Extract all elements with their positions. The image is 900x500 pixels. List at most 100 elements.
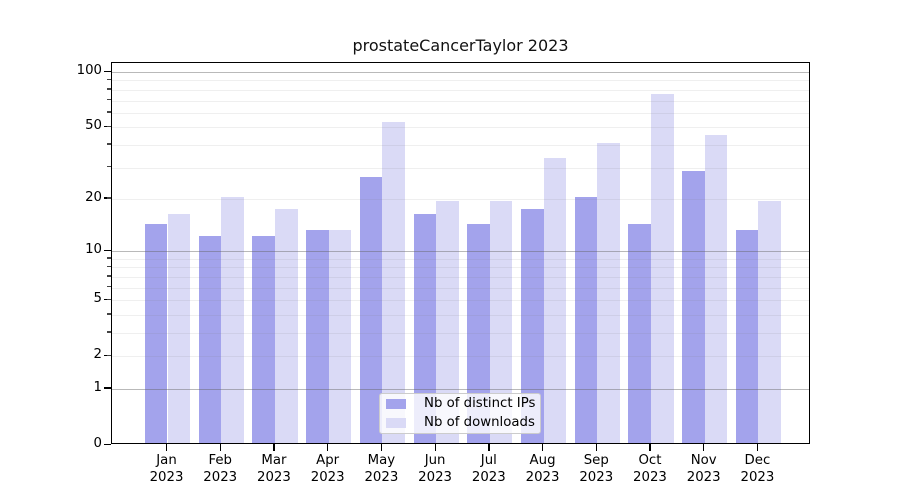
x-axis-tick — [595, 444, 597, 451]
bar-downloads-nov — [704, 135, 728, 443]
bar-downloads-feb — [221, 197, 244, 443]
bar-downloads-jul — [489, 200, 513, 443]
x-axis-tick — [327, 444, 329, 451]
gridline-minor — [112, 198, 809, 200]
x-tick-label-sep: Sep 2023 — [579, 453, 614, 485]
y-axis-tick — [104, 249, 111, 251]
y-axis-minor-tick — [107, 111, 111, 113]
x-axis-tick — [756, 444, 759, 451]
legend: Nb of distinct IPs Nb of downloads — [379, 393, 541, 434]
legend-item-downloads: Nb of downloads — [386, 415, 535, 431]
gridline-major — [112, 251, 809, 253]
bar-distinct-ips-dec — [735, 229, 759, 443]
y-axis-minor-tick — [107, 125, 111, 127]
x-axis-tick — [380, 444, 383, 451]
gridline-minor — [112, 300, 809, 302]
bar-downloads-apr — [328, 229, 352, 443]
gridline-minor — [112, 112, 809, 114]
bar-distinct-ips-may — [359, 176, 383, 443]
gridline-minor — [112, 267, 809, 269]
gridline-minor — [112, 356, 809, 358]
legend-swatch-distinct-ips-icon — [386, 399, 406, 409]
gridline-minor — [112, 287, 809, 289]
y-tick-label: 2 — [93, 347, 102, 363]
bar-distinct-ips-sep — [574, 197, 598, 443]
y-axis-minor-tick — [107, 331, 111, 333]
gridline-minor — [112, 89, 809, 91]
y-axis-minor-tick — [107, 275, 111, 277]
y-axis-tick — [104, 443, 111, 445]
x-axis-tick — [434, 444, 436, 451]
bar-downloads-jan — [167, 214, 191, 443]
y-axis-minor-tick — [107, 197, 111, 199]
bar-downloads-sep — [597, 142, 620, 443]
y-tick-label: 10 — [85, 242, 102, 258]
x-axis-tick — [273, 444, 275, 451]
bar-distinct-ips-oct — [628, 224, 651, 443]
gridline-minor — [112, 258, 809, 260]
bar-distinct-ips-feb — [198, 235, 222, 443]
bar-distinct-ips-jun — [413, 214, 437, 443]
x-axis-tick — [703, 444, 705, 451]
chart-title: prostateCancerTaylor 2023 — [352, 36, 569, 55]
y-axis-minor-tick — [107, 265, 111, 268]
y-tick-label: 5 — [93, 291, 102, 307]
plot-area — [111, 62, 810, 444]
y-axis-minor-tick — [107, 166, 111, 168]
x-tick-label-jul: Jul 2023 — [471, 453, 506, 485]
y-axis-minor-tick — [107, 354, 111, 356]
gridline-minor — [112, 127, 809, 129]
x-tick-label-aug: Aug 2023 — [525, 453, 560, 485]
x-tick-label-apr: Apr 2023 — [310, 453, 345, 485]
y-axis-minor-tick — [107, 143, 111, 145]
gridline-major — [112, 72, 809, 74]
y-axis-minor-tick — [107, 286, 111, 288]
x-axis-tick — [488, 444, 490, 451]
bar-distinct-ips-apr — [306, 229, 329, 443]
gridline-minor — [112, 332, 809, 334]
bar-downloads-aug — [543, 158, 567, 443]
gridline-minor — [112, 80, 809, 82]
x-tick-label-jan: Jan 2023 — [149, 453, 184, 485]
gridline-minor — [112, 314, 809, 316]
gridline-minor — [112, 144, 809, 146]
y-tick-label: 1 — [93, 379, 102, 395]
legend-label-distinct-ips: Nb of distinct IPs — [424, 396, 536, 411]
bar-distinct-ips-mar — [252, 235, 275, 443]
y-axis-minor-tick — [107, 78, 111, 81]
bar-downloads-jun — [436, 200, 459, 443]
y-tick-label: 50 — [85, 118, 102, 134]
y-axis-minor-tick — [107, 313, 111, 315]
x-tick-label-oct: Oct 2023 — [633, 453, 667, 485]
bar-downloads-may — [382, 122, 405, 443]
bar-downloads-mar — [274, 209, 298, 443]
x-axis-tick — [542, 444, 544, 451]
bar-distinct-ips-nov — [682, 170, 705, 443]
y-axis-minor-tick — [107, 298, 111, 300]
y-tick-label: 20 — [85, 189, 102, 205]
y-axis-tick — [104, 387, 111, 389]
gridline-major — [112, 388, 809, 390]
y-axis-minor-tick — [107, 257, 111, 259]
bar-distinct-ips-jul — [467, 224, 490, 443]
bar-downloads-oct — [650, 94, 674, 443]
x-axis-tick — [649, 444, 651, 451]
legend-swatch-downloads-icon — [386, 418, 406, 428]
x-tick-label-feb: Feb 2023 — [203, 453, 238, 485]
y-tick-label: 0 — [93, 436, 102, 451]
x-tick-label-mar: Mar 2023 — [257, 453, 291, 485]
x-tick-label-jun: Jun 2023 — [418, 453, 453, 485]
bar-distinct-ips-aug — [520, 209, 544, 443]
x-tick-label-may: May 2023 — [364, 453, 399, 485]
gridline-minor — [112, 276, 809, 278]
legend-item-distinct-ips: Nb of distinct IPs — [386, 396, 536, 412]
y-axis-minor-tick — [107, 99, 111, 101]
gridline-minor — [112, 167, 809, 169]
gridline-minor — [112, 100, 809, 102]
legend-label-downloads: Nb of downloads — [424, 415, 535, 430]
x-tick-label-dec: Dec 2023 — [740, 453, 775, 485]
bar-distinct-ips-jan — [144, 224, 168, 443]
bar-downloads-dec — [758, 200, 781, 443]
y-axis-minor-tick — [107, 88, 111, 90]
